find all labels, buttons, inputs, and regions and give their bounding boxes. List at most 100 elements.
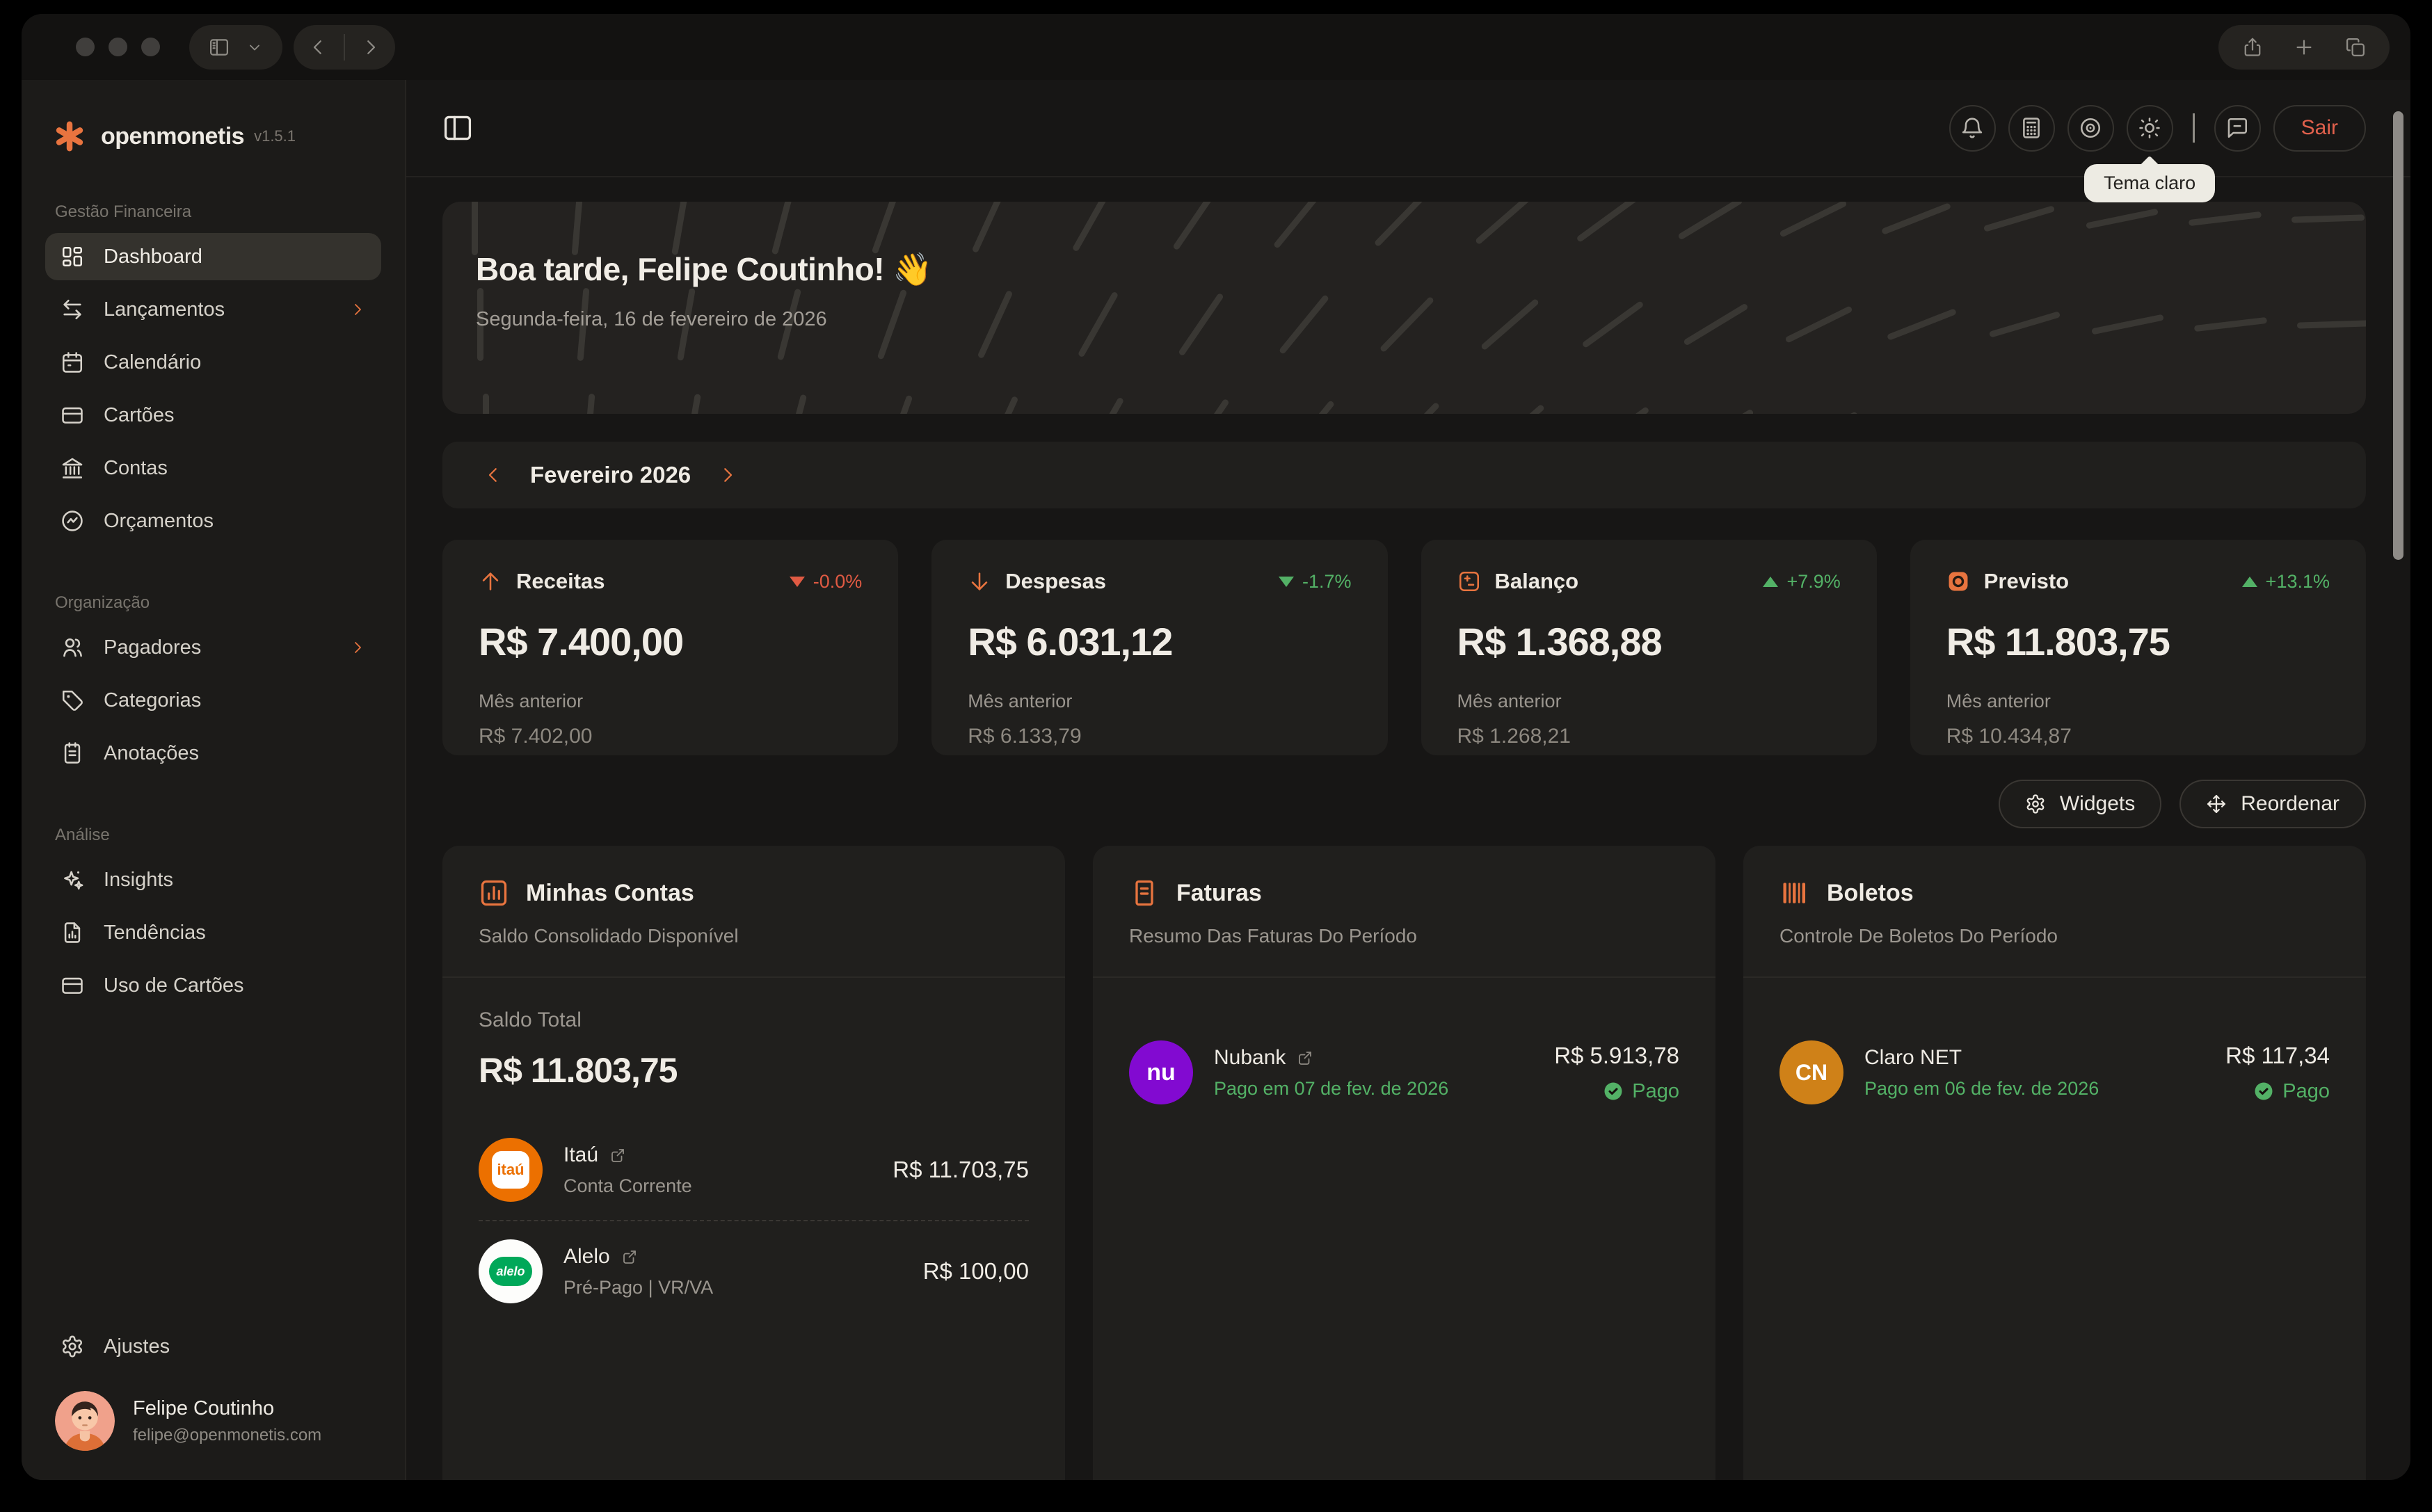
sidebar-item-contas[interactable]: Contas [45,444,381,492]
bills-card: Boletos Controle De Boletos Do Período C… [1743,846,2366,1480]
minimize-window-button[interactable] [109,38,127,56]
app-logo: openmonetis v1.5.1 [45,120,381,152]
sidebar-item-label: Lançamentos [104,298,225,321]
user-email: felipe@openmonetis.com [133,1425,322,1445]
sidebar-item-calendario[interactable]: Calendário [45,339,381,386]
deco-line [571,202,584,256]
deco-line [472,202,478,255]
account-name: Itaú [563,1143,599,1166]
sidebar-item-categorias[interactable]: Categorias [45,677,381,724]
next-month-button[interactable] [717,465,738,485]
external-link-icon[interactable] [609,1147,626,1164]
maximize-window-button[interactable] [141,38,160,56]
deco-line [1077,291,1119,358]
sparkles-icon [61,868,84,892]
sidebar-item-cartoes[interactable]: Cartões [45,392,381,439]
sidebar-item-uso-de-cartoes[interactable]: Uso de Cartões [45,962,381,1009]
calculator-button[interactable] [2008,104,2055,152]
check-circle-icon [1603,1081,1624,1102]
sidebar-item-tendencias[interactable]: Tendências [45,909,381,956]
chevron-down-icon[interactable] [246,39,263,56]
widget-actions: Widgets Reordenar [442,780,2366,828]
external-link-icon[interactable] [1297,1049,1313,1066]
sidebar-item-pagadores[interactable]: Pagadores [45,624,381,671]
deco-line [977,289,1014,360]
logout-button[interactable]: Sair [2273,104,2366,152]
feedback-button[interactable] [2214,104,2261,152]
triangle-up-icon [1763,576,1779,587]
stat-value: R$ 7.400,00 [479,620,684,663]
calculator-icon [2023,118,2040,138]
greeting-date: Segunda-feira, 16 de fevereiro de 2026 [476,308,827,330]
sidebar-item-orcamentos[interactable]: Orçamentos [45,497,381,545]
deco-line [2296,320,2366,329]
sidebar-item-label: Anotações [104,741,200,764]
external-link-icon[interactable] [621,1248,638,1265]
stat-card-receitas: Receitas -0.0% R$ 7.400,00 Mês anterior … [442,540,899,755]
deco-line [1779,202,1848,238]
account-balance: R$ 100,00 [922,1258,1029,1284]
deco-line [1384,401,1441,414]
reorder-button[interactable]: Reordenar [2179,780,2366,828]
month-selector: Fevereiro 2026 [442,442,2366,508]
stat-card-despesas: Despesas -1.7% R$ 6.031,12 Mês anterior … [931,540,1388,755]
deco-line [1474,202,1535,246]
close-window-button[interactable] [76,38,95,56]
page-scrollbar[interactable] [2393,111,2403,560]
logo-asterisk-icon [54,120,86,152]
stats-row: Receitas -0.0% R$ 7.400,00 Mês anterior … [442,540,2366,755]
browser-chrome [22,14,2410,80]
account-type: Conta Corrente [563,1175,692,1196]
stat-prev-label: Mês anterior [1457,691,1562,711]
stat-prev-label: Mês anterior [968,691,1073,711]
message-square-icon [2227,118,2248,138]
sidebar-toggle-icon[interactable] [442,113,473,143]
user-profile[interactable]: Felipe Coutinho felipe@openmonetis.com [45,1391,381,1451]
new-tab-icon[interactable] [2294,37,2314,58]
deco-line [1886,308,1958,341]
card-title: Boletos [1827,879,1914,906]
calendar-icon [61,351,84,374]
bill-name: Claro NET [1864,1045,1962,1069]
sidebar-item-lancamentos[interactable]: Lançamentos [45,286,381,333]
section-label-financeira: Gestão Financeira [55,202,192,221]
sidebar-item-ajustes[interactable]: Ajustes [45,1323,381,1370]
deco-line [971,202,1008,254]
deco-line [1071,202,1114,252]
stat-title: Balanço [1494,569,1579,593]
browser-sidebar-pill [189,24,282,70]
eye-icon [2081,118,2101,138]
back-button[interactable] [307,37,328,58]
sidebar-item-dashboard[interactable]: Dashboard [45,233,381,280]
stat-prev-value: R$ 6.133,79 [968,725,1082,748]
month-label: Fevereiro 2026 [530,462,691,488]
browser-sidebar-icon[interactable] [209,37,230,58]
stat-title: Despesas [1005,569,1107,593]
tab-overview-icon[interactable] [2345,37,2366,58]
account-row-alelo[interactable]: alelo Alelo Pré-Pago | VR/VA R$ 100,00 [479,1220,1029,1321]
tag-icon [61,689,84,712]
card-subtitle: Resumo Das Faturas Do Período [1129,925,1417,947]
forward-button[interactable] [360,37,381,58]
deco-line [1784,305,1853,344]
privacy-button[interactable] [2067,104,2114,152]
invoice-row-nubank[interactable]: nu Nubank Pago em 07 de fev. de 2026 R$ … [1129,1022,1679,1123]
deco-line [582,393,595,414]
widgets-button[interactable]: Widgets [1998,780,2162,828]
notifications-button[interactable] [1949,104,1996,152]
account-row-itau[interactable]: itaú Itaú Conta Corrente R$ 11.703,75 [479,1120,1029,1220]
transactions-icon [61,298,84,321]
bill-row-claro-net[interactable]: CN Claro NET Pago em 06 de fev. de 2026 … [1779,1022,2330,1123]
deco-line [1581,300,1645,349]
stat-prev-label: Mês anterior [479,691,584,711]
account-name: Alelo [563,1244,610,1268]
previous-month-button[interactable] [483,465,504,485]
share-icon[interactable] [2242,37,2263,58]
sidebar-item-anotacoes[interactable]: Anotações [45,730,381,777]
bell-icon [1962,118,1983,138]
stat-prev-value: R$ 1.268,21 [1457,725,1571,748]
theme-toggle-button[interactable]: Tema claro [2084,104,2216,202]
stat-title: Receitas [516,569,605,593]
deco-line [2291,214,2365,223]
sidebar-item-insights[interactable]: Insights [45,856,381,903]
